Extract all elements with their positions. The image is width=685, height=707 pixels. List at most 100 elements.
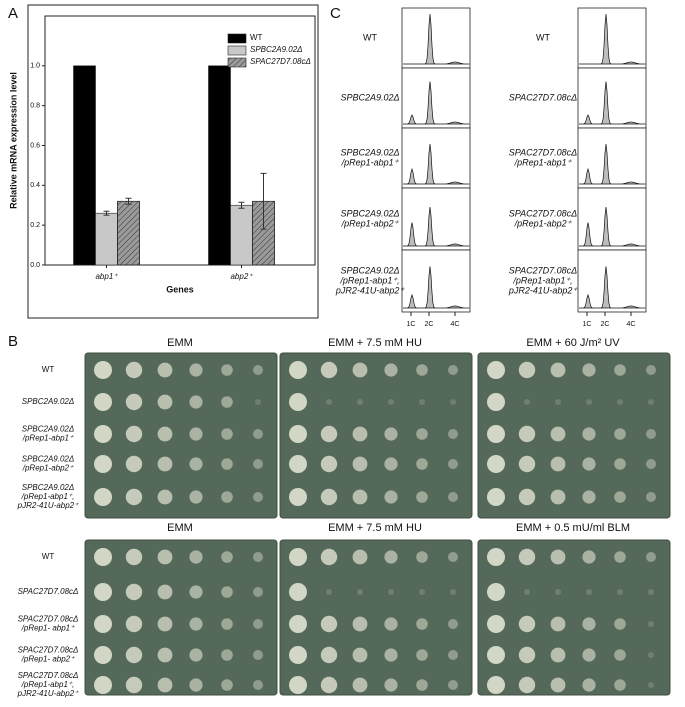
histogram — [403, 206, 470, 247]
spot — [450, 589, 456, 595]
spot — [582, 457, 596, 471]
spot — [125, 583, 143, 601]
spot — [582, 363, 596, 377]
plate — [84, 539, 278, 696]
spot — [448, 650, 458, 660]
spot — [94, 676, 112, 694]
spot — [289, 676, 307, 694]
spot — [125, 425, 143, 443]
spot — [448, 429, 458, 439]
strain-label: /pRep1- abp1⁺ — [21, 624, 75, 633]
spot — [416, 649, 428, 661]
spot — [289, 361, 307, 379]
spot — [648, 399, 654, 405]
spot — [582, 648, 596, 662]
spot — [614, 618, 626, 630]
spot — [550, 362, 566, 378]
spot — [614, 551, 626, 563]
strain-label: SPBC2A9.02Δ — [22, 483, 75, 492]
histogram — [579, 13, 646, 65]
spot — [582, 617, 596, 631]
spot — [221, 364, 233, 376]
spot — [448, 492, 458, 502]
spot — [518, 425, 536, 443]
spot — [320, 676, 338, 694]
spot — [646, 429, 656, 439]
spot — [352, 426, 368, 442]
spot — [388, 589, 394, 595]
spot — [357, 399, 363, 405]
spot — [550, 489, 566, 505]
plate-header: EMM — [167, 337, 193, 349]
legend-swatch — [227, 45, 247, 56]
spot — [189, 550, 203, 564]
spot — [320, 425, 338, 443]
spot — [614, 491, 626, 503]
panel-a-frame — [27, 4, 319, 319]
spot — [648, 652, 654, 658]
spot — [253, 552, 263, 562]
spot — [384, 648, 398, 662]
histogram — [579, 143, 646, 185]
spot — [352, 647, 368, 663]
spot — [221, 586, 233, 598]
spot — [582, 427, 596, 441]
spot — [189, 617, 203, 631]
spot — [582, 678, 596, 692]
spot — [416, 491, 428, 503]
histogram — [579, 81, 646, 125]
spot — [487, 548, 505, 566]
plate-header: EMM + 0.5 mU/ml BLM — [516, 522, 630, 534]
spot — [94, 488, 112, 506]
spot — [582, 550, 596, 564]
spot — [648, 621, 654, 627]
spot — [352, 616, 368, 632]
spot — [550, 677, 566, 693]
spot — [125, 646, 143, 664]
spot — [450, 399, 456, 405]
spot — [550, 549, 566, 565]
bar — [208, 65, 231, 266]
strain-label: /pRep1-abp2⁺ — [341, 218, 400, 228]
histogram — [403, 143, 470, 185]
spot — [289, 615, 307, 633]
spot — [384, 457, 398, 471]
spot — [253, 365, 263, 375]
spot — [157, 362, 173, 378]
y-tick-label: 1.0 — [30, 63, 40, 70]
spot — [157, 489, 173, 505]
spot — [416, 428, 428, 440]
legend-label: WT — [250, 33, 263, 42]
spot — [157, 677, 173, 693]
spot — [253, 459, 263, 469]
spot — [352, 362, 368, 378]
spot — [125, 615, 143, 633]
spot — [221, 618, 233, 630]
spot — [221, 649, 233, 661]
spot — [448, 680, 458, 690]
spot — [518, 455, 536, 473]
spot — [384, 363, 398, 377]
spot — [189, 457, 203, 471]
strain-label: /pRep1- abp2⁺ — [21, 655, 75, 664]
strain-label: /pRep1-abp1⁺ — [514, 157, 573, 167]
strain-label: WT — [536, 32, 550, 42]
spot — [352, 489, 368, 505]
plate-header: EMM + 7.5 mM HU — [328, 337, 422, 349]
spot — [289, 425, 307, 443]
spot — [646, 365, 656, 375]
spot — [388, 399, 394, 405]
spot — [648, 589, 654, 595]
spot — [416, 618, 428, 630]
spot — [189, 585, 203, 599]
spot — [326, 589, 332, 595]
y-tick-label: 0.4 — [30, 182, 40, 189]
spot — [189, 363, 203, 377]
spot — [419, 589, 425, 595]
spot — [648, 682, 654, 688]
spot — [487, 425, 505, 443]
spot — [289, 455, 307, 473]
spot — [550, 647, 566, 663]
strain-label: WT — [42, 365, 55, 374]
spot — [555, 589, 561, 595]
